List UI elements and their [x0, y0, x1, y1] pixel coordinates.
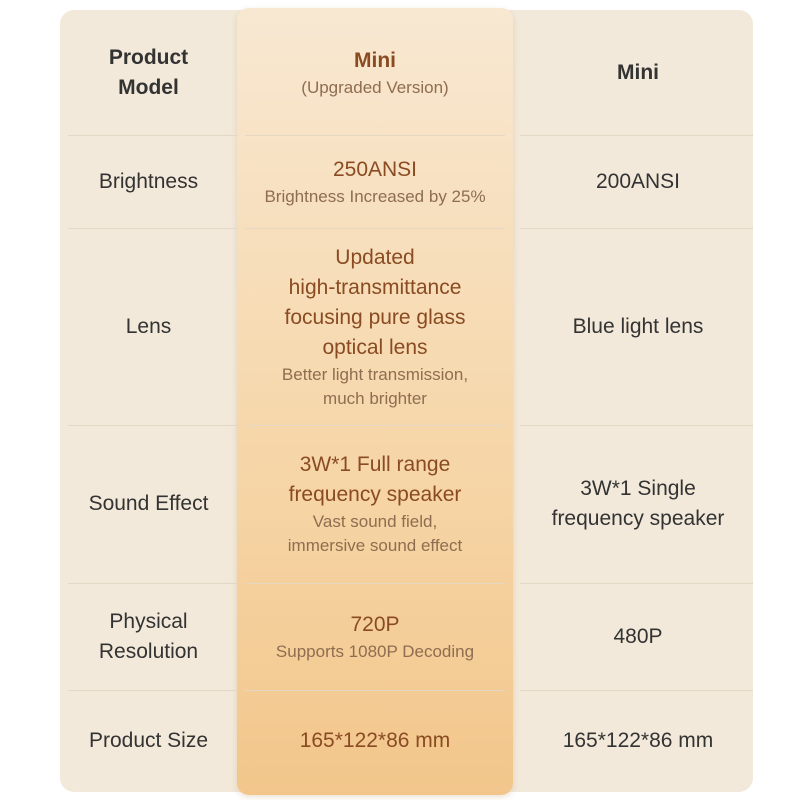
row-separator — [520, 583, 753, 584]
standard-cell: Mini — [523, 10, 753, 135]
row-separator — [245, 228, 505, 229]
highlight-note: Better light transmission, — [281, 364, 469, 384]
standard-cell: 165*122*86 mm — [523, 690, 753, 792]
row-separator — [245, 135, 505, 136]
highlight-value: 3W*1 Full range — [299, 453, 451, 476]
highlight-value: 165*122*86 mm — [299, 729, 451, 752]
standard-value: 3W*1 Single — [580, 477, 696, 500]
highlight-note: much brighter — [323, 388, 427, 408]
row-separator — [520, 425, 753, 426]
standard-value: Mini — [617, 60, 659, 84]
row-separator — [68, 425, 238, 426]
label-cell: Product Size — [60, 690, 237, 792]
label-cell: Lens — [60, 228, 237, 425]
row-separator — [520, 228, 753, 229]
standard-value: 200ANSI — [595, 169, 681, 193]
label-cell: Sound Effect — [60, 425, 237, 583]
row-separator — [245, 583, 505, 584]
standard-cell: 3W*1 Single frequency speaker — [523, 425, 753, 583]
highlight-cell: 165*122*86 mm — [237, 690, 513, 792]
row-separator — [520, 690, 753, 691]
highlight-note: Supports 1080P Decoding — [275, 641, 475, 661]
highlight-value: focusing pure glass — [284, 305, 466, 329]
row-label: Brightness — [98, 169, 199, 193]
highlight-note: (Upgraded Version) — [301, 77, 449, 97]
highlight-value: 250ANSI — [332, 157, 418, 181]
row-separator — [68, 228, 238, 229]
label-cell: Physical Resolution — [60, 583, 237, 690]
standard-value: Blue light lens — [572, 314, 704, 338]
row-separator — [245, 690, 505, 691]
row-label: Lens — [125, 314, 172, 338]
highlight-value: optical lens — [322, 335, 428, 359]
row-separator — [245, 425, 505, 426]
standard-value: 480P — [613, 624, 663, 648]
row-label: Physical — [109, 609, 188, 633]
highlight-value: frequency speaker — [288, 483, 462, 506]
highlight-cell: 250ANSI Brightness Increased by 25% — [237, 135, 513, 228]
highlight-cell: 720P Supports 1080P Decoding — [237, 583, 513, 690]
highlight-note: Vast sound field, — [312, 512, 438, 531]
standard-cell: 480P — [523, 583, 753, 690]
row-separator — [520, 135, 753, 136]
row-separator — [68, 690, 238, 691]
row-separator — [68, 583, 238, 584]
row-label: Sound Effect — [88, 492, 209, 515]
highlight-note: Brightness Increased by 25% — [264, 186, 486, 206]
highlight-value: 720P — [350, 612, 400, 636]
standard-value: frequency speaker — [551, 507, 725, 530]
standard-value: 165*122*86 mm — [562, 729, 714, 752]
row-separator — [68, 135, 238, 136]
highlight-cell: 3W*1 Full range frequency speaker Vast sou… — [237, 425, 513, 583]
highlight-value: Mini — [354, 48, 396, 72]
label-cell: Brightness — [60, 135, 237, 228]
label-cell: Product Model — [60, 10, 237, 135]
standard-cell: 200ANSI — [523, 135, 753, 228]
row-label: Resolution — [98, 639, 199, 663]
row-label: Product — [108, 45, 189, 69]
highlight-cell: Mini (Upgraded Version) — [237, 10, 513, 135]
highlight-value: Updated — [335, 245, 415, 269]
standard-cell: Blue light lens — [523, 228, 753, 425]
highlight-note: immersive sound effect — [287, 536, 463, 555]
highlight-cell: Updated high-transmittance focusing pure g… — [237, 228, 513, 425]
row-label: Product Size — [88, 729, 209, 752]
highlight-column — [237, 8, 513, 795]
row-label: Model — [118, 75, 179, 99]
highlight-value: high-transmittance — [288, 275, 462, 299]
